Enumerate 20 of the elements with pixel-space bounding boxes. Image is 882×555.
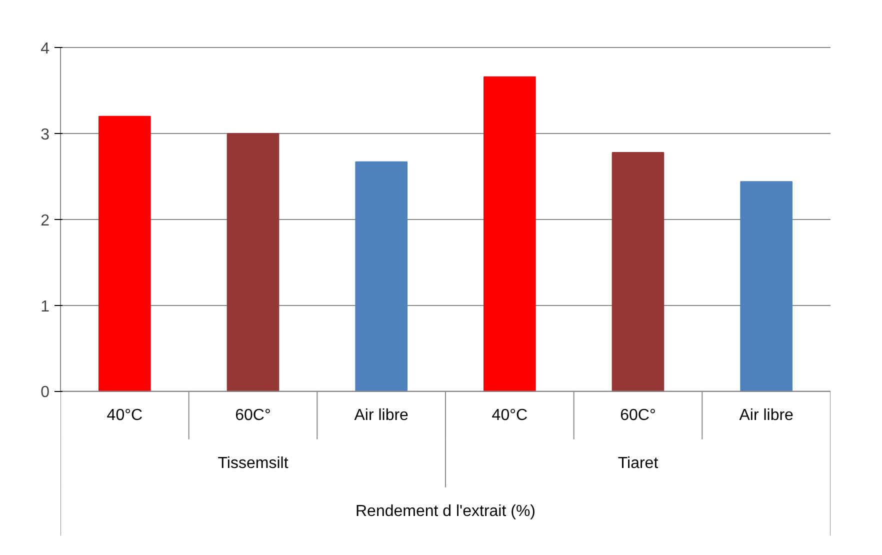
text: Tiaret (618, 454, 659, 472)
y-tick-label: 4 (40, 40, 50, 58)
bar (226, 133, 280, 392)
x-tick-label: 60C° (620, 406, 656, 424)
x-tick-label: 40°C (106, 406, 143, 424)
y-tick-label: 2 (40, 212, 50, 230)
x-tick-label: Air libre (354, 406, 409, 424)
y-tick-label: 1 (40, 298, 50, 316)
bar (484, 76, 536, 392)
y-tick-label: 0 (40, 384, 50, 402)
bar (98, 116, 151, 392)
x-tick-label: Air libre (739, 406, 794, 424)
x-tick-label: 40°C (492, 406, 528, 424)
x-tick-label: 60C° (235, 406, 271, 424)
text: Tissemsilt (218, 454, 289, 472)
x-axis-title: Rendement d l'extrait (%) (355, 502, 536, 520)
y-tick-label: 3 (40, 126, 50, 144)
bar (612, 152, 664, 392)
bar (740, 181, 792, 392)
bar (355, 161, 408, 392)
